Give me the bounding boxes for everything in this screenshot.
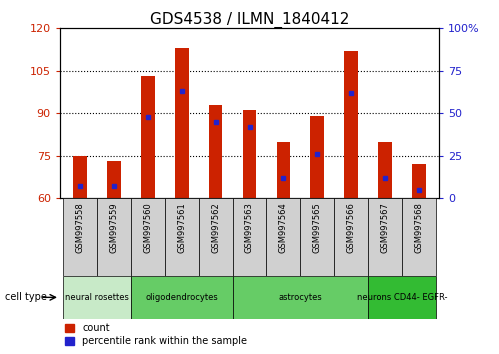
Text: GSM997561: GSM997561 bbox=[177, 202, 186, 253]
Bar bbox=[131, 276, 233, 319]
Bar bbox=[107, 161, 121, 198]
Text: GSM997566: GSM997566 bbox=[347, 202, 356, 253]
Bar bbox=[300, 198, 334, 276]
Bar bbox=[199, 198, 233, 276]
Bar bbox=[412, 164, 426, 198]
Bar bbox=[175, 48, 189, 198]
Bar bbox=[334, 198, 368, 276]
Bar bbox=[209, 105, 223, 198]
Bar bbox=[97, 198, 131, 276]
Bar bbox=[310, 116, 324, 198]
Text: GSM997564: GSM997564 bbox=[279, 202, 288, 253]
Bar bbox=[63, 198, 97, 276]
Text: GSM997562: GSM997562 bbox=[211, 202, 220, 253]
Bar bbox=[73, 156, 87, 198]
Text: neural rosettes: neural rosettes bbox=[65, 293, 129, 302]
Bar bbox=[378, 142, 392, 198]
Legend: count, percentile rank within the sample: count, percentile rank within the sample bbox=[65, 324, 247, 346]
Text: cell type: cell type bbox=[5, 292, 47, 302]
Bar bbox=[165, 198, 199, 276]
Bar bbox=[266, 198, 300, 276]
Bar bbox=[402, 198, 436, 276]
Bar bbox=[131, 198, 165, 276]
Text: GSM997563: GSM997563 bbox=[245, 202, 254, 253]
Bar bbox=[368, 276, 436, 319]
Text: GSM997565: GSM997565 bbox=[313, 202, 322, 253]
Text: GSM997560: GSM997560 bbox=[143, 202, 152, 253]
Text: GSM997559: GSM997559 bbox=[110, 202, 119, 253]
Bar bbox=[243, 110, 256, 198]
Bar bbox=[368, 198, 402, 276]
Bar bbox=[233, 198, 266, 276]
Text: GSM997567: GSM997567 bbox=[380, 202, 389, 253]
Text: oligodendrocytes: oligodendrocytes bbox=[145, 293, 218, 302]
Bar bbox=[233, 276, 368, 319]
Bar bbox=[63, 276, 131, 319]
Title: GDS4538 / ILMN_1840412: GDS4538 / ILMN_1840412 bbox=[150, 12, 349, 28]
Text: astrocytes: astrocytes bbox=[278, 293, 322, 302]
Bar bbox=[344, 51, 358, 198]
Text: GSM997558: GSM997558 bbox=[76, 202, 85, 253]
Text: neurons CD44- EGFR-: neurons CD44- EGFR- bbox=[357, 293, 447, 302]
Text: GSM997568: GSM997568 bbox=[414, 202, 423, 253]
Bar bbox=[141, 76, 155, 198]
Bar bbox=[276, 142, 290, 198]
